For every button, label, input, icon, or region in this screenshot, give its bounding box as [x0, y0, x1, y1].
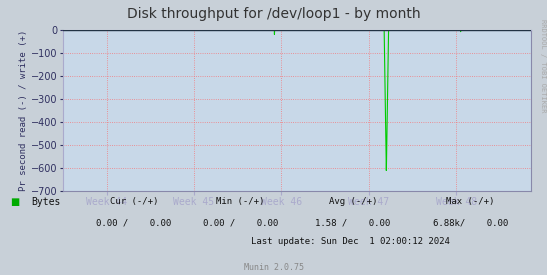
Text: Cur (-/+): Cur (-/+) — [110, 197, 158, 206]
Text: Last update: Sun Dec  1 02:00:12 2024: Last update: Sun Dec 1 02:00:12 2024 — [251, 236, 450, 246]
Text: ■: ■ — [10, 197, 19, 207]
Text: Munin 2.0.75: Munin 2.0.75 — [243, 263, 304, 272]
Text: RRDTOOL / TOBI OETIKER: RRDTOOL / TOBI OETIKER — [540, 19, 546, 113]
Text: 1.58 /    0.00: 1.58 / 0.00 — [315, 219, 391, 228]
Text: Disk throughput for /dev/loop1 - by month: Disk throughput for /dev/loop1 - by mont… — [127, 7, 420, 21]
Text: Bytes: Bytes — [32, 197, 61, 207]
Text: Max (-/+): Max (-/+) — [446, 197, 494, 206]
Y-axis label: Pr second read (-) / write (+): Pr second read (-) / write (+) — [19, 30, 28, 191]
Text: 0.00 /    0.00: 0.00 / 0.00 — [203, 219, 278, 228]
Text: Min (-/+): Min (-/+) — [217, 197, 265, 206]
Text: 6.88k/    0.00: 6.88k/ 0.00 — [433, 219, 508, 228]
Text: Avg (-/+): Avg (-/+) — [329, 197, 377, 206]
Text: 0.00 /    0.00: 0.00 / 0.00 — [96, 219, 172, 228]
